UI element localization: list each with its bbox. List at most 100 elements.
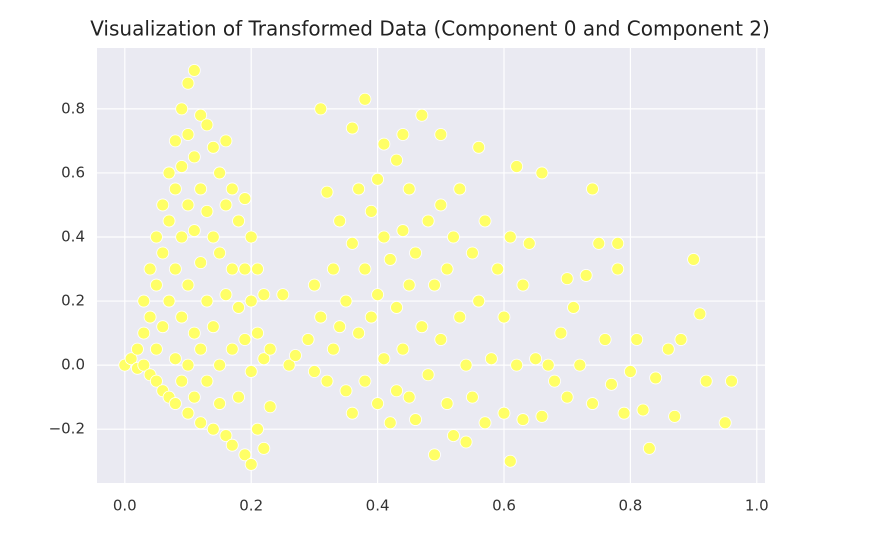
point xyxy=(276,288,290,302)
point xyxy=(402,390,416,404)
point xyxy=(409,413,422,426)
point xyxy=(586,397,599,410)
point xyxy=(371,288,384,302)
point xyxy=(390,384,403,398)
point xyxy=(225,182,239,196)
point xyxy=(137,326,151,340)
point xyxy=(598,333,612,346)
point xyxy=(175,374,189,388)
point xyxy=(137,358,151,372)
point xyxy=(156,198,170,212)
point xyxy=(465,246,479,260)
point xyxy=(352,182,366,196)
point xyxy=(345,121,359,135)
point xyxy=(630,333,644,346)
point xyxy=(168,262,182,276)
point xyxy=(263,342,277,356)
point xyxy=(434,333,448,346)
point xyxy=(573,358,587,372)
point xyxy=(396,342,410,356)
point xyxy=(333,214,347,228)
point xyxy=(371,397,384,410)
point xyxy=(371,172,384,186)
point xyxy=(617,406,631,420)
x-tick-label: 1.0 xyxy=(745,497,769,515)
point xyxy=(314,102,328,116)
point xyxy=(661,342,675,356)
point xyxy=(497,310,511,324)
point xyxy=(611,236,625,250)
point xyxy=(516,278,530,292)
point xyxy=(168,397,182,410)
point xyxy=(497,406,511,420)
point xyxy=(156,246,170,260)
point xyxy=(339,384,353,398)
point xyxy=(238,448,252,462)
point xyxy=(244,230,258,244)
point xyxy=(175,102,189,116)
point xyxy=(345,406,359,420)
point xyxy=(314,310,328,324)
point xyxy=(503,454,517,468)
point xyxy=(219,288,233,302)
point xyxy=(289,349,302,362)
point xyxy=(510,358,524,372)
point xyxy=(623,365,637,378)
point xyxy=(592,236,606,250)
point xyxy=(238,262,252,276)
point xyxy=(238,333,252,346)
point xyxy=(421,368,435,382)
point xyxy=(472,294,486,308)
point xyxy=(402,182,416,196)
y-tick-label: 0.0 xyxy=(61,356,85,374)
y-tick-label: 0.8 xyxy=(61,99,85,117)
point xyxy=(168,182,182,196)
point xyxy=(181,358,195,372)
point xyxy=(137,294,151,308)
point xyxy=(383,416,397,430)
point xyxy=(333,320,347,334)
point xyxy=(364,204,378,218)
point xyxy=(187,64,201,77)
point xyxy=(358,374,372,388)
point xyxy=(187,390,201,404)
chart-title: Visualization of Transformed Data (Compo… xyxy=(90,17,770,41)
point xyxy=(396,128,410,141)
point xyxy=(194,256,208,270)
point xyxy=(225,262,239,276)
point xyxy=(219,134,233,148)
point xyxy=(554,326,568,340)
point xyxy=(718,416,732,430)
point xyxy=(232,301,245,314)
point xyxy=(150,342,163,356)
point xyxy=(364,310,378,324)
point xyxy=(143,310,157,324)
point xyxy=(124,352,138,366)
point xyxy=(162,214,176,228)
point xyxy=(567,301,580,314)
point xyxy=(459,358,473,372)
point xyxy=(194,416,208,430)
point xyxy=(251,422,264,436)
point xyxy=(181,198,195,212)
point xyxy=(377,137,391,151)
point xyxy=(611,262,625,276)
point xyxy=(194,342,208,356)
point xyxy=(150,230,163,244)
point xyxy=(579,269,593,282)
point xyxy=(263,400,277,414)
point xyxy=(428,278,441,292)
point xyxy=(175,230,189,244)
point xyxy=(244,294,258,308)
point xyxy=(143,262,157,276)
point xyxy=(390,153,403,167)
point xyxy=(251,262,264,276)
point xyxy=(447,429,460,442)
point xyxy=(225,342,239,356)
point xyxy=(206,230,220,244)
point xyxy=(415,320,429,334)
point xyxy=(390,301,403,314)
point xyxy=(377,230,391,244)
point xyxy=(358,262,372,276)
